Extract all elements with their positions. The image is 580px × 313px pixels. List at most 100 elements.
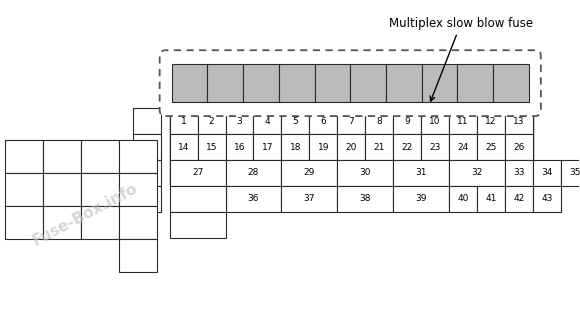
Bar [533, 186, 561, 212]
Bar [281, 186, 338, 212]
Text: 34: 34 [541, 168, 553, 177]
Text: 39: 39 [415, 194, 427, 203]
Bar [43, 173, 81, 206]
Bar [119, 239, 157, 272]
Bar [133, 134, 161, 160]
Bar [5, 140, 43, 173]
Bar [281, 160, 338, 186]
Text: 16: 16 [234, 142, 245, 151]
Bar [281, 134, 309, 160]
Text: 33: 33 [513, 168, 525, 177]
Text: 20: 20 [346, 142, 357, 151]
Text: 18: 18 [289, 142, 301, 151]
Bar [350, 64, 386, 102]
Bar [422, 64, 458, 102]
Bar [449, 108, 477, 134]
Text: 35: 35 [569, 168, 580, 177]
Text: 15: 15 [206, 142, 218, 151]
Text: 3: 3 [237, 116, 242, 126]
Bar [561, 160, 580, 186]
Bar [169, 134, 198, 160]
Bar [449, 160, 505, 186]
Bar [226, 108, 253, 134]
Text: 12: 12 [485, 116, 496, 126]
Text: Fuse-Box.info: Fuse-Box.info [30, 181, 140, 249]
Bar [505, 186, 533, 212]
Bar [169, 212, 226, 238]
Bar [477, 134, 505, 160]
Bar [226, 186, 281, 212]
Bar [253, 134, 281, 160]
Bar [338, 186, 393, 212]
Text: 26: 26 [513, 142, 524, 151]
Bar [393, 160, 449, 186]
Bar [365, 134, 393, 160]
Bar [338, 134, 365, 160]
Text: 29: 29 [304, 168, 315, 177]
Bar [81, 140, 119, 173]
Text: 38: 38 [360, 194, 371, 203]
Text: 30: 30 [360, 168, 371, 177]
Bar [169, 108, 533, 186]
Bar [119, 140, 157, 173]
Bar [421, 108, 449, 134]
Bar [281, 108, 309, 134]
Bar [81, 173, 119, 206]
Text: 37: 37 [303, 194, 315, 203]
Bar [169, 108, 198, 134]
Text: 25: 25 [485, 142, 496, 151]
FancyBboxPatch shape [160, 50, 541, 116]
Text: 42: 42 [513, 194, 524, 203]
Bar [226, 134, 253, 160]
Bar [449, 186, 477, 212]
Bar [477, 186, 505, 212]
Bar [81, 206, 119, 239]
Bar [421, 134, 449, 160]
Text: 17: 17 [262, 142, 273, 151]
Text: 11: 11 [457, 116, 469, 126]
Bar [169, 186, 226, 212]
Bar [208, 64, 243, 102]
Bar [198, 108, 226, 134]
Text: 27: 27 [192, 168, 203, 177]
Bar [309, 134, 338, 160]
Bar [505, 160, 533, 186]
Text: 32: 32 [472, 168, 483, 177]
Bar [119, 173, 157, 206]
Text: 9: 9 [404, 116, 410, 126]
Bar [314, 64, 350, 102]
Bar [198, 134, 226, 160]
Bar [243, 64, 279, 102]
Text: 13: 13 [513, 116, 525, 126]
Bar [338, 108, 365, 134]
Text: 23: 23 [429, 142, 441, 151]
Bar [5, 206, 43, 239]
Bar [393, 186, 449, 212]
Bar [133, 108, 161, 134]
Text: 7: 7 [349, 116, 354, 126]
Bar [477, 108, 505, 134]
Bar [253, 108, 281, 134]
Bar [505, 134, 533, 160]
Bar [309, 108, 338, 134]
Bar [449, 134, 477, 160]
Bar [386, 64, 422, 102]
Text: 36: 36 [248, 194, 259, 203]
Text: 19: 19 [318, 142, 329, 151]
Text: 1: 1 [181, 116, 187, 126]
Text: 24: 24 [458, 142, 469, 151]
Bar [133, 160, 161, 186]
Bar [5, 173, 43, 206]
Bar [133, 186, 161, 212]
Text: 10: 10 [429, 116, 441, 126]
Text: 8: 8 [376, 116, 382, 126]
Bar [226, 160, 281, 186]
Text: 4: 4 [264, 116, 270, 126]
Text: 21: 21 [374, 142, 385, 151]
Bar [43, 140, 81, 173]
Bar [393, 134, 421, 160]
Bar [279, 64, 314, 102]
Bar [365, 108, 393, 134]
Bar [493, 64, 529, 102]
Bar [533, 160, 561, 186]
